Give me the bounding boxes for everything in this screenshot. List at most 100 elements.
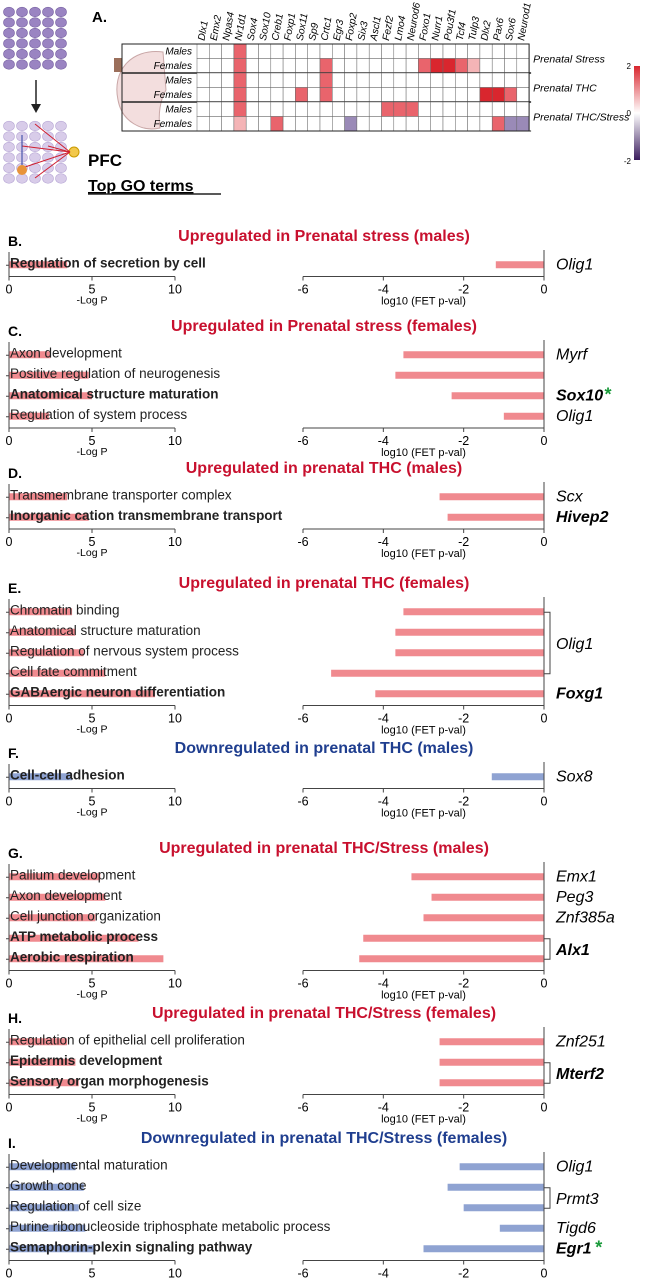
gene-label-sox6: Sox6 bbox=[504, 17, 519, 42]
right-axis-tick-label: 0 bbox=[541, 795, 548, 809]
right-axis-tick-label: -4 bbox=[378, 712, 389, 726]
heatmap-cell bbox=[504, 116, 518, 132]
go-term-label: Pallium development bbox=[10, 867, 136, 882]
heatmap-cell bbox=[245, 43, 259, 59]
heatmap-cell bbox=[455, 43, 468, 59]
heatmap-cell bbox=[295, 87, 308, 103]
heatmap-cell bbox=[491, 58, 505, 74]
gene-label-crtc1: Crtc1 bbox=[320, 16, 335, 41]
go-term-bar bbox=[9, 608, 73, 616]
heatmap-panel: A.Dlx1Emx2Npas4Nr1d1Sox4Sox10Creb1Foxp1S… bbox=[92, 1, 640, 166]
neuron-dot bbox=[55, 59, 67, 70]
heatmap-cell bbox=[467, 72, 481, 88]
neuron-dot bbox=[29, 131, 41, 142]
neuron-dot bbox=[16, 120, 28, 132]
right-axis-label: log10 (FET p-val) bbox=[381, 296, 466, 308]
gene-bar bbox=[431, 893, 544, 901]
heatmap-cell bbox=[307, 101, 321, 117]
go-term-label: Regulation of epithelial cell proliferat… bbox=[10, 1032, 245, 1047]
heatmap-cell bbox=[368, 116, 382, 132]
right-axis-tick-label: -2 bbox=[458, 795, 469, 809]
gene-bar bbox=[423, 914, 544, 922]
heatmap-cell bbox=[245, 72, 259, 88]
neuron-dot bbox=[16, 6, 28, 18]
go-term-label: Positive regulation of neurogenesis bbox=[10, 366, 220, 381]
gene-label: Foxg1 bbox=[556, 685, 603, 702]
neuron-dot bbox=[29, 38, 41, 49]
go-term-label: Transmembrane transporter complex bbox=[10, 487, 232, 502]
gene-label-pou3f1: Pou3f1 bbox=[443, 8, 459, 41]
heatmap-cell bbox=[332, 116, 345, 132]
go-term-label: Anatomical structure maturation bbox=[10, 623, 201, 638]
gene-label: Mterf2 bbox=[556, 1066, 604, 1083]
heatmap-cell bbox=[196, 72, 210, 88]
heatmap-cell bbox=[221, 72, 235, 88]
right-axis-tick-label: -4 bbox=[378, 1101, 389, 1115]
heatmap-cell bbox=[381, 87, 395, 103]
panel-title: Upregulated in prenatal THC (males) bbox=[186, 460, 463, 477]
heatmap-cell bbox=[245, 116, 259, 132]
gene-bar bbox=[359, 955, 544, 963]
neuron-dot bbox=[16, 48, 28, 60]
heatmap-cell bbox=[393, 72, 407, 88]
gene-label-tcf4: Tcf4 bbox=[455, 21, 469, 42]
gene-bracket bbox=[544, 938, 551, 960]
left-axis-label: -Log P bbox=[77, 989, 108, 1001]
heatmap-cell bbox=[233, 116, 247, 132]
heatmap-cell bbox=[270, 72, 284, 88]
neuron-dot bbox=[29, 120, 41, 132]
gene-label-npas4: Npas4 bbox=[221, 11, 237, 42]
left-axis-tick-label: 10 bbox=[168, 434, 182, 448]
heatmap-cell bbox=[332, 58, 345, 74]
go-term-label: GABAergic neuron differentiation bbox=[10, 684, 225, 699]
right-axis-tick-label: -6 bbox=[297, 434, 308, 448]
left-axis-tick-label: 10 bbox=[168, 977, 182, 991]
panel-f: F. Downregulated in prenatal THC (males) C… bbox=[6, 740, 593, 820]
gene-label-sp9: Sp9 bbox=[307, 22, 321, 42]
heatmap-cell bbox=[221, 43, 235, 59]
right-axis-tick-label: 0 bbox=[541, 434, 548, 448]
heatmap-cell bbox=[295, 43, 308, 59]
group-label: Prenatal THC/Stress bbox=[533, 112, 630, 124]
heatmap-cell bbox=[516, 101, 530, 117]
gene-label: Alx1 bbox=[555, 942, 590, 959]
left-axis-tick-label: 0 bbox=[6, 712, 13, 726]
heatmap-cell bbox=[307, 58, 321, 74]
left-axis-label: -Log P bbox=[77, 1113, 108, 1125]
colorbar bbox=[634, 66, 640, 160]
right-axis-tick-label: -2 bbox=[458, 712, 469, 726]
gene-bar bbox=[363, 934, 544, 942]
heatmap-cell bbox=[221, 116, 235, 132]
panel-label: B. bbox=[8, 233, 22, 249]
panel-label: D. bbox=[8, 465, 22, 481]
neuron-dot bbox=[55, 120, 67, 132]
gene-bar bbox=[491, 773, 544, 781]
pfc-region bbox=[114, 58, 122, 72]
neuron-dot bbox=[3, 48, 15, 60]
heatmap-cell bbox=[479, 58, 493, 74]
left-axis-tick-label: 0 bbox=[6, 283, 13, 297]
heatmap-cell bbox=[381, 101, 395, 117]
go-term-bar bbox=[9, 392, 92, 400]
left-axis-tick-label: 0 bbox=[6, 1101, 13, 1115]
left-axis-tick-label: 0 bbox=[6, 977, 13, 991]
go-term-bar bbox=[9, 628, 76, 636]
heatmap-cell bbox=[479, 87, 493, 103]
regulation-arrow bbox=[21, 151, 71, 169]
panel-c: C. Upregulated in Prenatal stress (female… bbox=[6, 318, 612, 459]
left-axis-tick-label: 5 bbox=[89, 1101, 96, 1115]
heatmap-cell bbox=[405, 116, 419, 132]
neuron-dot bbox=[42, 131, 54, 142]
right-axis-tick-label: -6 bbox=[297, 795, 308, 809]
neuron-dot bbox=[3, 120, 15, 132]
panel-title: Upregulated in Prenatal stress (males) bbox=[178, 228, 470, 245]
heatmap-cell bbox=[209, 87, 222, 103]
neuron-dot bbox=[3, 6, 15, 18]
heatmap-cell bbox=[270, 43, 284, 59]
heatmap-cell bbox=[209, 43, 222, 59]
heatmap-cell bbox=[430, 116, 444, 132]
left-axis-tick-label: 0 bbox=[6, 1267, 13, 1280]
heatmap-cell bbox=[258, 72, 272, 88]
heatmap-cell bbox=[455, 101, 468, 117]
go-term-label: ATP metabolic process bbox=[10, 929, 158, 944]
